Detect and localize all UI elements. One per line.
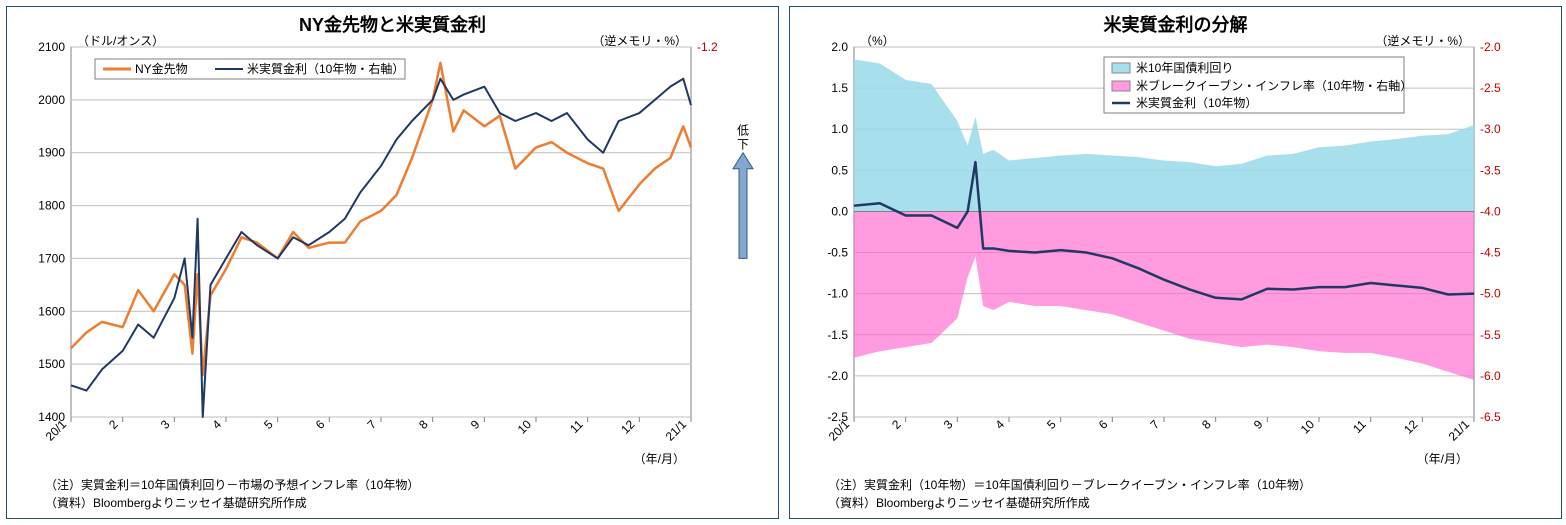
right-y2-tick: -3.0: [1480, 122, 1501, 136]
left-x-tick: 11: [567, 417, 586, 436]
right-y-unit: （%）: [860, 34, 895, 48]
right-footnote-2: （資料）Bloombergよりニッセイ基礎研究所作成: [828, 495, 1311, 512]
right-y-tick: -1.0: [827, 287, 848, 301]
right-legend-real: 米実質金利（10年物）: [1136, 95, 1257, 110]
right-y2-tick: -2.0: [1480, 40, 1501, 54]
left-footnote-2: （資料）Bloombergよりニッセイ基礎研究所作成: [45, 495, 419, 512]
legend-swatch-bei: [1112, 81, 1130, 91]
left-x-axis-label: （年/月）: [634, 452, 685, 466]
left-footnote-1: （注）実質金利＝10年国債利回り－市場の予想インフレ率（10年物）: [45, 477, 419, 494]
left-chart-svg: NY金先物と米実質金利（ドル/オンス）（逆メモリ・%）1400150016001…: [7, 7, 778, 467]
right-y2-tick: -5.5: [1480, 328, 1501, 342]
left-legend-real: 米実質金利（10年物・右軸）: [247, 61, 404, 76]
right-y-tick: -2.0: [827, 369, 848, 383]
right-footnote-1: （注）実質金利（10年物）＝10年国債利回り－ブレークイーブン・インフレ率（10…: [828, 477, 1311, 494]
left-y-tick: 1900: [38, 146, 65, 160]
left-x-tick: 12: [618, 417, 638, 437]
right-y2-tick: -3.5: [1480, 163, 1501, 177]
right-y-tick: 0.0: [831, 204, 848, 218]
left-x-tick: 2: [106, 417, 121, 432]
left-x-tick: 9: [468, 417, 483, 432]
right-x-tick: 21/1: [1446, 417, 1473, 444]
down-arrow-icon: [733, 153, 753, 259]
arrow-label-bottom: 下: [737, 138, 749, 152]
left-y-tick: 2000: [38, 93, 65, 107]
right-y2-tick: -4.0: [1480, 204, 1501, 218]
left-chart-title: NY金先物と米実質金利: [299, 14, 486, 35]
left-y-tick: 1800: [38, 199, 65, 213]
right-chart-panel: 米実質金利の分解 （%） （逆メモリ・%） -2.5 -2.0 -1.5 -1.0 -0.5 0…: [789, 6, 1562, 519]
right-chart-title: 米実質金利の分解: [1104, 14, 1248, 35]
right-y-tick: 1.0: [831, 122, 848, 136]
left-x-tick: 5: [261, 417, 276, 432]
left-y2-unit: （逆メモリ・%）: [592, 33, 687, 48]
right-y2-tick: -5.0: [1480, 287, 1501, 301]
right-x-tick: 6: [1096, 417, 1111, 432]
left-y2-tick: -1.2: [697, 40, 718, 54]
right-y-tick: -1.5: [827, 328, 848, 342]
right-x-tick: 2: [889, 417, 904, 432]
right-y2-tick: -4.5: [1480, 246, 1501, 260]
left-x-tick: 8: [416, 417, 431, 432]
right-y-tick: 1.5: [831, 81, 848, 95]
legend-swatch-yield: [1112, 63, 1130, 73]
right-y2-unit: （逆メモリ・%）: [1375, 33, 1470, 48]
right-x-tick: 4: [992, 417, 1007, 432]
right-y-tick: 0.5: [831, 163, 848, 177]
right-legend-yield: 米10年国債利回り: [1136, 60, 1233, 75]
right-legend-bei: 米ブレークイーブン・インフレ率（10年物・右軸）: [1136, 78, 1412, 93]
right-chart-svg: 米実質金利の分解 （%） （逆メモリ・%） -2.5 -2.0 -1.5 -1.0 -0.5 0…: [790, 7, 1561, 467]
right-x-tick: 11: [1350, 417, 1369, 436]
left-x-tick: 6: [313, 417, 328, 432]
left-y-tick: 1700: [38, 251, 65, 265]
left-x-tick: 21/1: [663, 417, 690, 444]
right-x-tick: 9: [1251, 417, 1266, 432]
right-x-tick: 5: [1044, 417, 1059, 432]
right-x-axis-label: （年/月）: [1417, 452, 1468, 466]
right-y-tick: -0.5: [827, 246, 848, 260]
left-legend-gold: NY金先物: [135, 61, 188, 76]
left-plot-area: [71, 47, 691, 417]
left-y-tick: 2100: [38, 40, 65, 54]
left-x-tick: 4: [209, 417, 224, 432]
left-y-tick: 1600: [38, 304, 65, 318]
right-x-tick: 12: [1401, 417, 1421, 437]
right-x-tick: 8: [1199, 417, 1214, 432]
left-chart-panel: NY金先物と米実質金利（ドル/オンス）（逆メモリ・%）1400150016001…: [6, 6, 779, 519]
left-x-tick: 3: [158, 417, 173, 432]
left-x-tick: 10: [515, 417, 535, 437]
arrow-label-top: 低: [737, 124, 749, 138]
left-x-tick: 7: [364, 417, 379, 432]
right-x-tick: 3: [941, 417, 956, 432]
right-x-tick: 10: [1298, 417, 1318, 437]
left-y-unit: （ドル/オンス）: [77, 34, 164, 48]
left-y-tick: 1500: [38, 357, 65, 371]
right-y2-tick: -6.0: [1480, 369, 1501, 383]
right-y-tick: 2.0: [831, 40, 848, 54]
right-y2-tick: -2.5: [1480, 81, 1501, 95]
right-x-tick: 7: [1147, 417, 1162, 432]
right-y2-tick: -6.5: [1480, 410, 1501, 424]
